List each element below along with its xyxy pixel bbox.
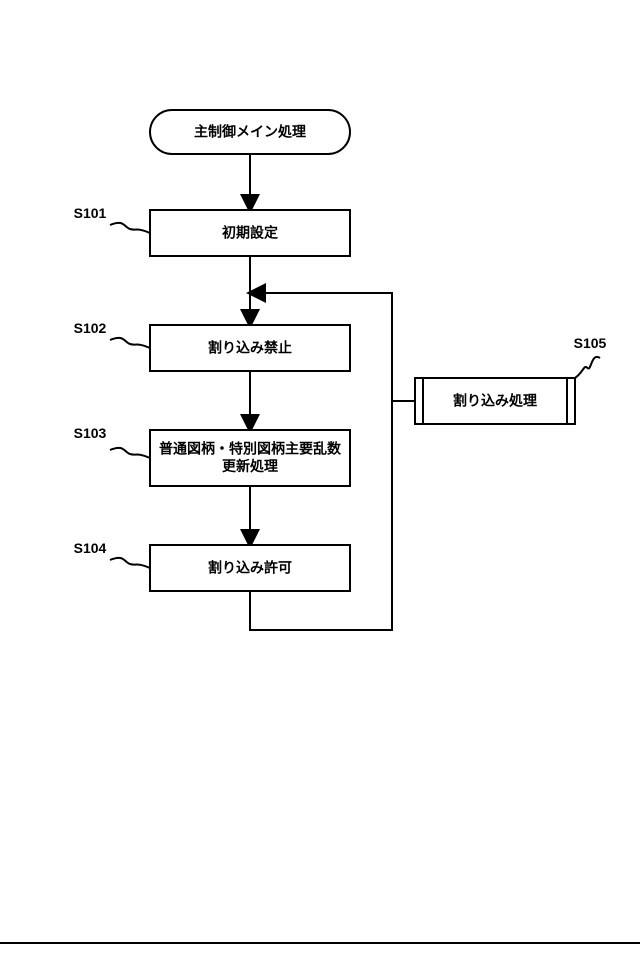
- node-text: 更新処理: [222, 458, 278, 474]
- flow-node-n5: 割り込み処理: [415, 378, 575, 424]
- flow-node-n3: 普通図柄・特別図柄主要乱数更新処理: [150, 430, 350, 486]
- node-text: 割り込み処理: [453, 392, 537, 408]
- flowchart-canvas: 主制御メイン処理初期設定割り込み禁止普通図柄・特別図柄主要乱数更新処理割り込み許…: [0, 0, 640, 700]
- step-label: S105: [574, 335, 607, 351]
- flow-node-n1: 初期設定: [150, 210, 350, 256]
- label-connector: [110, 448, 150, 458]
- node-text: 割り込み許可: [208, 559, 292, 575]
- label-connector: [110, 338, 150, 348]
- node-text: 主制御メイン処理: [194, 123, 306, 139]
- step-label: S104: [74, 540, 107, 556]
- node-text: 普通図柄・特別図柄主要乱数: [159, 441, 342, 457]
- step-label: S102: [74, 320, 107, 336]
- node-text: 割り込み禁止: [208, 339, 292, 355]
- flow-node-start: 主制御メイン処理: [150, 110, 350, 154]
- page-bottom-border: [0, 942, 640, 944]
- node-text: 初期設定: [222, 224, 278, 240]
- flow-node-n2: 割り込み禁止: [150, 325, 350, 371]
- step-label: S101: [74, 205, 107, 221]
- label-connector: [110, 558, 150, 568]
- label-connector: [575, 357, 600, 378]
- flow-node-n4: 割り込み許可: [150, 545, 350, 591]
- label-connector: [110, 223, 150, 233]
- step-label: S103: [74, 425, 107, 441]
